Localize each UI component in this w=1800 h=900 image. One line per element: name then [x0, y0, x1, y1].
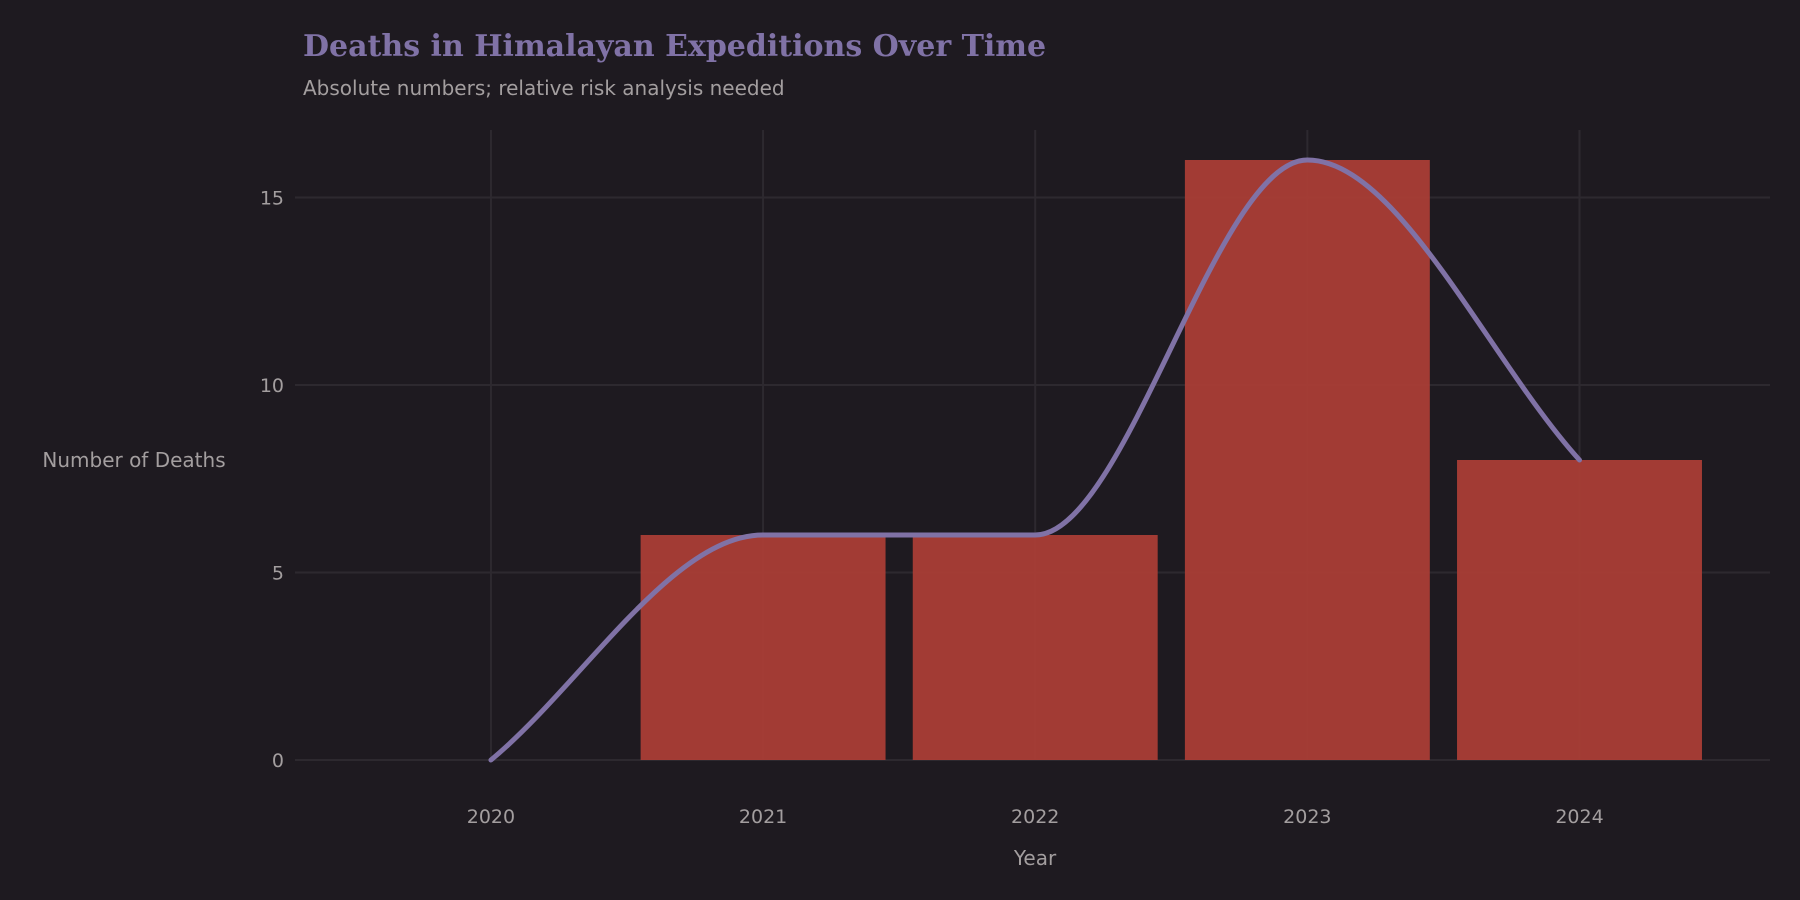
y-tick-label-5: 5: [272, 563, 284, 585]
bar-2023: [1184, 160, 1430, 760]
chart-subtitle: Absolute numbers; relative risk analysis…: [303, 76, 785, 100]
x-tick-label-2020: 2020: [467, 806, 515, 828]
chart-title: Deaths in Himalayan Expeditions Over Tim…: [303, 29, 1046, 64]
x-tick-label-2021: 2021: [739, 806, 787, 828]
tick-layer: 2020 2021 2022 2023 2024 0 5 10 15: [260, 188, 1604, 829]
x-tick-label-2023: 2023: [1283, 806, 1331, 828]
bar-layer: [640, 160, 1702, 760]
x-tick-label-2024: 2024: [1555, 806, 1603, 828]
x-axis-label: Year: [1013, 846, 1057, 870]
line-layer: [488, 157, 1582, 763]
bar-2021: [640, 535, 886, 760]
y-tick-label-15: 15: [260, 188, 284, 210]
y-axis-label: Number of Deaths: [42, 448, 225, 472]
bar-2022: [912, 535, 1158, 760]
x-tick-label-2022: 2022: [1011, 806, 1059, 828]
trend-line: [488, 157, 1582, 763]
y-tick-label-10: 10: [260, 375, 284, 397]
bar-2024: [1457, 460, 1702, 760]
y-tick-label-0: 0: [272, 750, 284, 772]
